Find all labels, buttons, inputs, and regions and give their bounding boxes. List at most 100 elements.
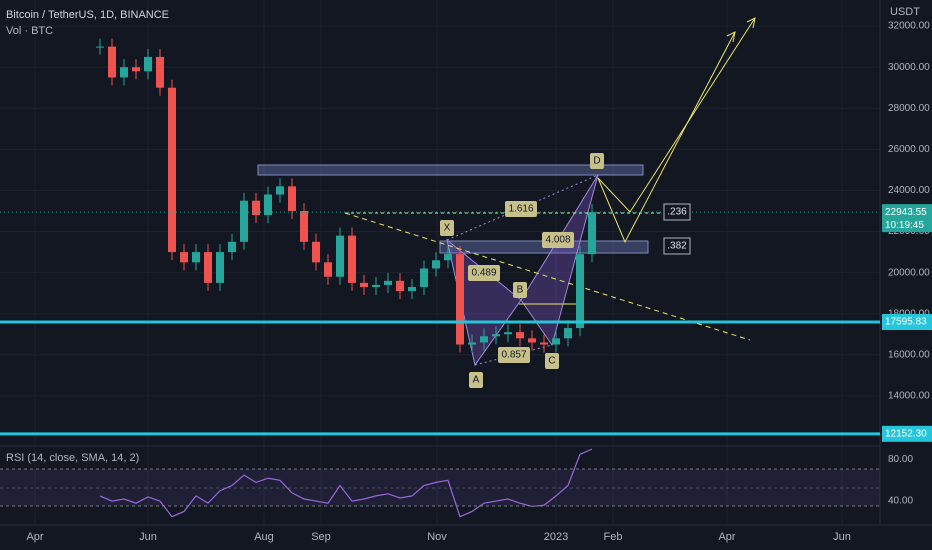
x-tick-label: Jun xyxy=(139,531,157,543)
trend-line xyxy=(344,212,751,341)
projection-arrow xyxy=(597,17,756,213)
pattern-label: C xyxy=(548,356,555,367)
y-tick-label: 30000.00 xyxy=(888,62,930,73)
candle-body xyxy=(372,284,380,287)
candle-body xyxy=(300,210,308,242)
symbol-title: Bitcoin / TetherUS, 1D, BINANCE xyxy=(6,9,169,21)
candle-body xyxy=(288,186,296,211)
candle-body xyxy=(276,186,284,195)
y-tick-label: 18000.00 xyxy=(888,308,930,319)
candle-body xyxy=(480,336,488,343)
candle-body xyxy=(264,194,272,216)
x-tick-label: Sep xyxy=(311,531,331,543)
candle-body xyxy=(528,338,536,343)
candle-body xyxy=(552,338,560,345)
rsi-title: RSI (14, close, SMA, 14, 2) xyxy=(6,452,139,464)
candle-body xyxy=(540,342,548,345)
candle-body xyxy=(132,67,140,72)
pattern-label-box xyxy=(505,201,537,217)
pattern-label: 0.857 xyxy=(501,350,526,361)
pattern-label-box xyxy=(498,347,530,363)
candle-body xyxy=(588,212,596,255)
x-tick-label: Nov xyxy=(427,531,447,543)
price-tag-label: 12152.30 xyxy=(885,428,927,439)
candle-body xyxy=(108,46,116,78)
candle-body xyxy=(456,254,464,345)
candle-body xyxy=(204,252,212,283)
volume-label: Vol · BTC xyxy=(6,25,53,37)
pattern-label: 0.489 xyxy=(471,268,496,279)
labels: 32000.00 30000.00 28000.00 26000.00 24000.00… xyxy=(26,21,932,543)
candle-body xyxy=(384,280,392,285)
pattern-label-box xyxy=(440,220,454,236)
candle-body xyxy=(420,268,428,287)
candle-body xyxy=(96,46,104,48)
candle-body xyxy=(240,200,248,242)
rsi-tick-label: 40.00 xyxy=(888,496,913,507)
arrow-head xyxy=(726,31,736,43)
y-tick-label: 16000.00 xyxy=(888,349,930,360)
pattern-label: D xyxy=(593,156,600,167)
price-tag-label: 22943.55 xyxy=(885,207,927,218)
candle-body xyxy=(492,334,500,337)
y-tick-label: 24000.00 xyxy=(888,185,930,196)
price-tag xyxy=(882,425,932,442)
pattern-label-box xyxy=(469,372,483,388)
projection-arrow xyxy=(597,31,736,244)
price-tag xyxy=(882,314,932,331)
pattern-label-box xyxy=(545,353,559,369)
price-tag-label: 17595.83 xyxy=(885,317,927,328)
rsi-line xyxy=(99,448,593,518)
candle-body xyxy=(576,254,584,329)
pattern-label: 1.616 xyxy=(508,204,533,215)
price-tag-time: 10:19:45 xyxy=(885,220,924,231)
x-tick-label: 2023 xyxy=(544,531,568,543)
pattern-label: A xyxy=(473,375,480,386)
currency: USDT xyxy=(890,6,920,18)
candle-body xyxy=(336,235,344,277)
candle-body xyxy=(180,252,188,263)
candle-body xyxy=(324,262,332,277)
fib-label: .236 xyxy=(667,207,687,218)
x-tick-label: Feb xyxy=(604,531,623,543)
rsi-tick-label: 80.00 xyxy=(888,454,913,465)
candle-body xyxy=(216,252,224,283)
pattern-label-box xyxy=(590,153,604,169)
pattern-label: X xyxy=(444,223,451,234)
y-tick-label: 28000.00 xyxy=(888,103,930,114)
candle-body xyxy=(252,200,260,216)
candle-body xyxy=(144,56,152,72)
x-tick-label: Apr xyxy=(718,531,735,543)
candle-body xyxy=(192,252,200,263)
fib-label: .382 xyxy=(667,241,687,252)
candle-body xyxy=(432,260,440,269)
y-tick-label: 20000.00 xyxy=(888,267,930,278)
x-tick-label: Jun xyxy=(833,531,851,543)
pattern-label-box xyxy=(468,265,500,281)
arrow-head xyxy=(746,17,756,29)
pattern-label: B xyxy=(517,285,524,296)
y-tick-label: 14000.00 xyxy=(888,391,930,402)
y-tick-label: 26000.00 xyxy=(888,144,930,155)
y-tick-label: 32000.00 xyxy=(888,21,930,32)
harmonic-ratio-line xyxy=(446,174,599,241)
pattern-label-box xyxy=(513,282,527,298)
pattern-label: 4.008 xyxy=(545,235,570,246)
candle-body xyxy=(168,87,176,253)
pattern-label-box xyxy=(542,232,574,248)
candle-body xyxy=(564,328,572,339)
candle-body xyxy=(408,286,416,292)
supply-zone xyxy=(257,164,644,176)
candle-body xyxy=(228,241,236,253)
x-tick-label: Apr xyxy=(26,531,43,543)
candle-body xyxy=(444,254,452,261)
x-tick-label: Aug xyxy=(254,531,274,543)
fib-label-box xyxy=(663,203,691,221)
candle-body xyxy=(504,332,512,335)
candle-body xyxy=(360,282,368,287)
candle-body xyxy=(348,235,356,283)
harmonic-ratio-line xyxy=(474,344,553,366)
price-tag xyxy=(882,204,932,233)
